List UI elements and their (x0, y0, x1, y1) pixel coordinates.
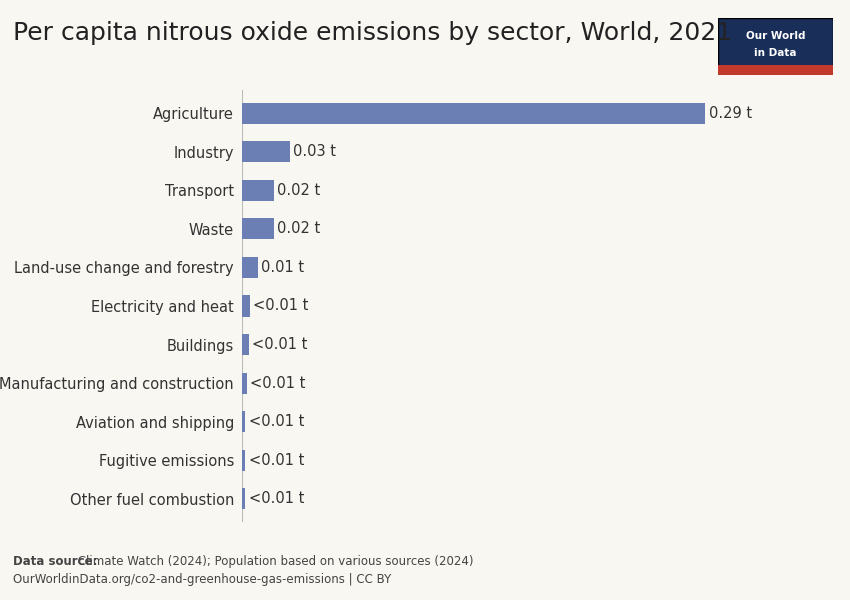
Text: Per capita nitrous oxide emissions by sector, World, 2021: Per capita nitrous oxide emissions by se… (13, 21, 732, 45)
Bar (242, 411, 246, 433)
Text: 0.02 t: 0.02 t (277, 183, 320, 198)
Text: <0.01 t: <0.01 t (249, 491, 304, 506)
Text: in Data: in Data (755, 49, 796, 58)
Text: <0.01 t: <0.01 t (249, 414, 304, 429)
Bar (718, 65, 833, 75)
Bar (242, 103, 705, 124)
Text: 0.03 t: 0.03 t (293, 144, 337, 159)
Text: Our World: Our World (746, 31, 805, 41)
Bar (242, 257, 258, 278)
Text: <0.01 t: <0.01 t (252, 337, 307, 352)
Bar (242, 218, 275, 239)
Bar (242, 179, 275, 201)
Bar (242, 141, 290, 163)
Text: <0.01 t: <0.01 t (249, 453, 304, 468)
FancyBboxPatch shape (718, 18, 833, 75)
Bar (242, 295, 250, 317)
Text: OurWorldinData.org/co2-and-greenhouse-gas-emissions | CC BY: OurWorldinData.org/co2-and-greenhouse-ga… (13, 573, 391, 586)
Text: 0.01 t: 0.01 t (262, 260, 304, 275)
Bar (242, 488, 246, 509)
Text: 0.02 t: 0.02 t (277, 221, 320, 236)
Text: Data source:: Data source: (13, 555, 97, 568)
Text: 0.29 t: 0.29 t (709, 106, 751, 121)
Text: <0.01 t: <0.01 t (250, 376, 306, 391)
Bar (242, 334, 249, 355)
Bar (242, 449, 246, 471)
Text: <0.01 t: <0.01 t (253, 298, 309, 313)
Bar (242, 373, 247, 394)
Text: Climate Watch (2024); Population based on various sources (2024): Climate Watch (2024); Population based o… (74, 555, 473, 568)
